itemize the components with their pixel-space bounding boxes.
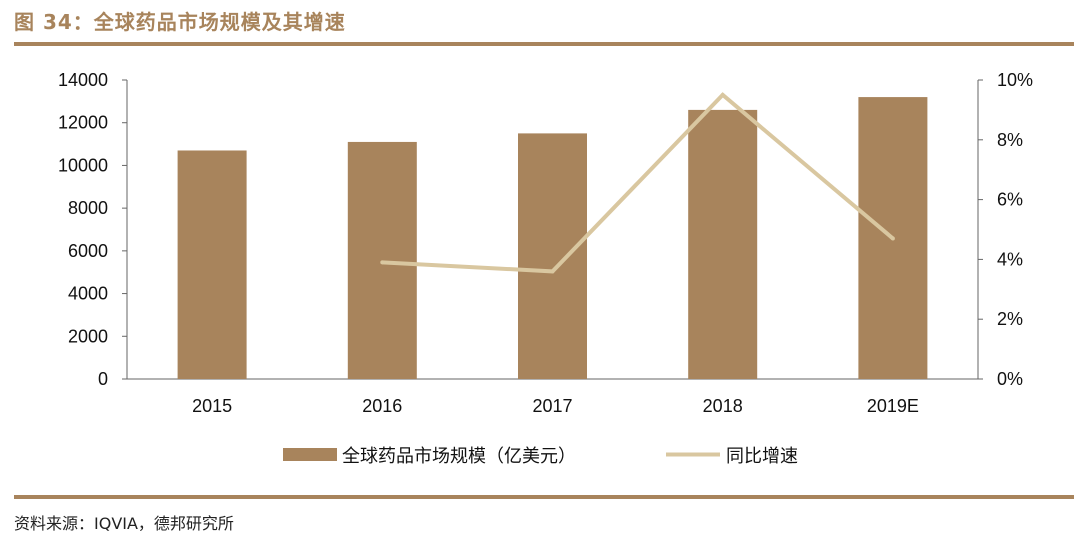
right-axis-tick-label: 2% [997, 309, 1023, 329]
line-series [380, 92, 895, 274]
growth-point [720, 92, 725, 97]
left-axis-tick-label: 6000 [68, 241, 108, 261]
bar [518, 133, 587, 379]
right-axis-tick-label: 4% [997, 249, 1023, 269]
source-note: 资料来源：IQVIA，德邦研究所 [14, 514, 234, 533]
left-axis-tick-label: 12000 [58, 113, 108, 133]
right-axis-tick-label: 10% [997, 70, 1033, 90]
right-axis-tick-label: 0% [997, 369, 1023, 389]
bottom-divider [14, 495, 1074, 499]
figure-title: 图 34：全球药品市场规模及其增速 [14, 10, 346, 34]
combo-chart: 0 2000 4000 6000 8000 10000 12000 14000 0% 2% 4% 6%… [58, 70, 1033, 467]
legend-bar-swatch [283, 448, 337, 461]
left-axis-tick-label: 4000 [68, 284, 108, 304]
left-axis-tick-label: 14000 [58, 70, 108, 90]
left-axis-tick-label: 0 [98, 369, 108, 389]
legend-bar-label: 全球药品市场规模（亿美元） [342, 446, 576, 467]
right-axis-tick-label: 8% [997, 130, 1023, 150]
chart-axes: 0 2000 4000 6000 8000 10000 12000 14000 0% 2% 4% 6%… [58, 70, 1033, 416]
x-axis-tick-label: 2018 [703, 396, 743, 416]
left-axis-tick-label: 10000 [58, 155, 108, 175]
growth-point [890, 236, 895, 241]
x-axis-tick-label: 2019E [867, 396, 919, 416]
bar-series [177, 97, 928, 380]
left-axis-tick-label: 2000 [68, 326, 108, 346]
growth-point [550, 269, 555, 274]
left-axis-tick-label: 8000 [68, 198, 108, 218]
bar [688, 109, 758, 380]
top-divider [14, 42, 1074, 46]
right-axis-tick-label: 6% [997, 190, 1023, 210]
x-axis-tick-label: 2015 [192, 396, 232, 416]
x-axis-tick-label: 2017 [532, 396, 572, 416]
bar [177, 150, 247, 379]
growth-line [382, 92, 895, 274]
legend-line-label: 同比增速 [726, 446, 798, 467]
chart-legend: 全球药品市场规模（亿美元） 同比增速 [283, 446, 798, 467]
x-axis-tick-label: 2016 [362, 396, 402, 416]
growth-point [380, 260, 385, 265]
